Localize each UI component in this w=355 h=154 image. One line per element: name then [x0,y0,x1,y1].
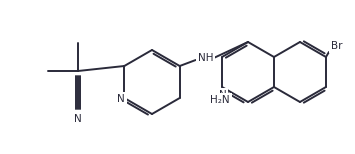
Text: N: N [219,90,227,100]
Text: N: N [74,114,82,124]
Text: NH: NH [198,53,213,63]
Text: N: N [118,94,125,104]
Text: Br: Br [331,41,343,51]
Text: H₂N: H₂N [211,95,230,105]
